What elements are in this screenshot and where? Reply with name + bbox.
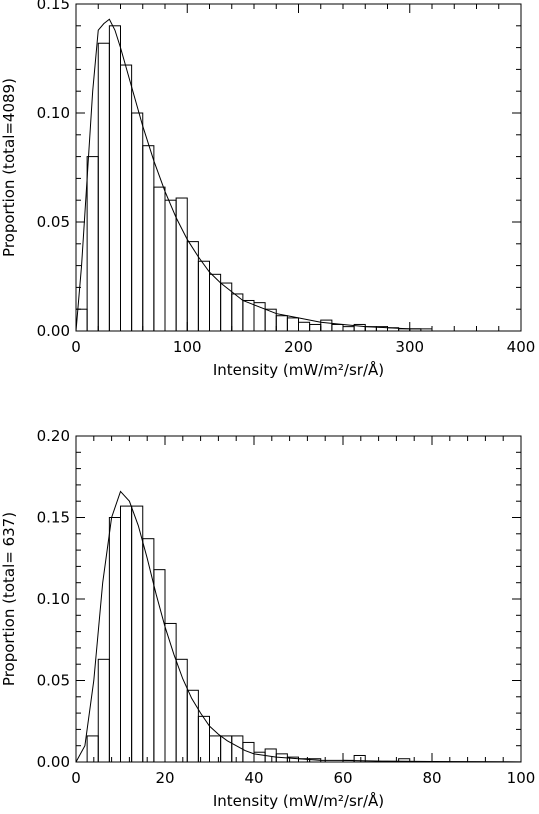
histogram-bar <box>97 42 110 332</box>
x-tick-label: 400 <box>507 338 536 356</box>
x-tick-label: 0 <box>71 769 81 787</box>
y-tick-label: 0.20 <box>37 427 70 445</box>
y-tick-label: 0.00 <box>37 753 70 771</box>
x-tick-label: 200 <box>284 338 313 356</box>
histogram-bar <box>342 326 355 332</box>
histogram-bar <box>108 517 121 763</box>
y-tick-label: 0.10 <box>37 104 70 122</box>
histogram-bar <box>108 25 121 332</box>
x-axis-title: Intensity (mW/m²/sr/Å) <box>213 360 384 379</box>
y-tick-label: 0.10 <box>37 590 70 608</box>
x-tick-label: 300 <box>395 338 424 356</box>
histogram-bar <box>131 505 144 763</box>
histogram-bar <box>209 273 222 332</box>
histogram-bar <box>153 186 166 332</box>
histogram-bar <box>142 145 155 332</box>
y-tick-label: 0.00 <box>37 322 70 340</box>
histogram-bar <box>120 505 133 763</box>
histogram-panel-top: 0 100 200 300 400 0.00 0.05 0.10 0.15 Intensity (… <box>0 0 535 379</box>
y-tick-label: 0.15 <box>37 509 70 527</box>
histogram-bar <box>97 658 110 763</box>
histogram-bar <box>331 323 344 332</box>
histogram-panel-bottom: 0 20 40 60 80 100 0.00 0.05 0.10 0.15 0.20 Intensit… <box>0 427 535 810</box>
histogram-bar <box>86 735 99 763</box>
histogram-bar <box>209 735 222 763</box>
histogram-bar <box>153 569 166 763</box>
histogram-bar <box>286 317 299 332</box>
x-tick-label: 100 <box>507 769 536 787</box>
x-tick-label: 0 <box>71 338 81 356</box>
histogram-bar <box>120 64 133 332</box>
histogram-bar <box>142 538 155 763</box>
histogram-bar <box>86 156 99 332</box>
histogram-bar <box>320 319 333 332</box>
y-tick-label: 0.05 <box>37 672 70 690</box>
histogram-bar <box>275 315 288 332</box>
x-tick-label: 80 <box>422 769 441 787</box>
histogram-bar <box>197 260 210 332</box>
histogram-bar <box>298 321 311 332</box>
x-tick-label: 60 <box>333 769 352 787</box>
x-axis-title: Intensity (mW/m²/sr/Å) <box>213 791 384 810</box>
histogram-bar <box>309 323 322 332</box>
fit-curve <box>75 490 522 763</box>
x-tick-label: 40 <box>244 769 263 787</box>
y-tick-label: 0.05 <box>37 213 70 231</box>
y-tick-label: 0.15 <box>37 0 70 13</box>
histogram-bar <box>131 112 144 332</box>
histogram-bar <box>175 197 188 332</box>
x-tick-label: 20 <box>155 769 174 787</box>
histogram-bar <box>164 199 177 332</box>
fit-curve <box>75 18 432 332</box>
histogram-bar <box>242 299 255 332</box>
x-tick-label: 100 <box>173 338 202 356</box>
y-axis-title: Proportion (total= 637) <box>0 512 18 686</box>
y-axis-title: Proportion (total=4089) <box>0 78 18 257</box>
